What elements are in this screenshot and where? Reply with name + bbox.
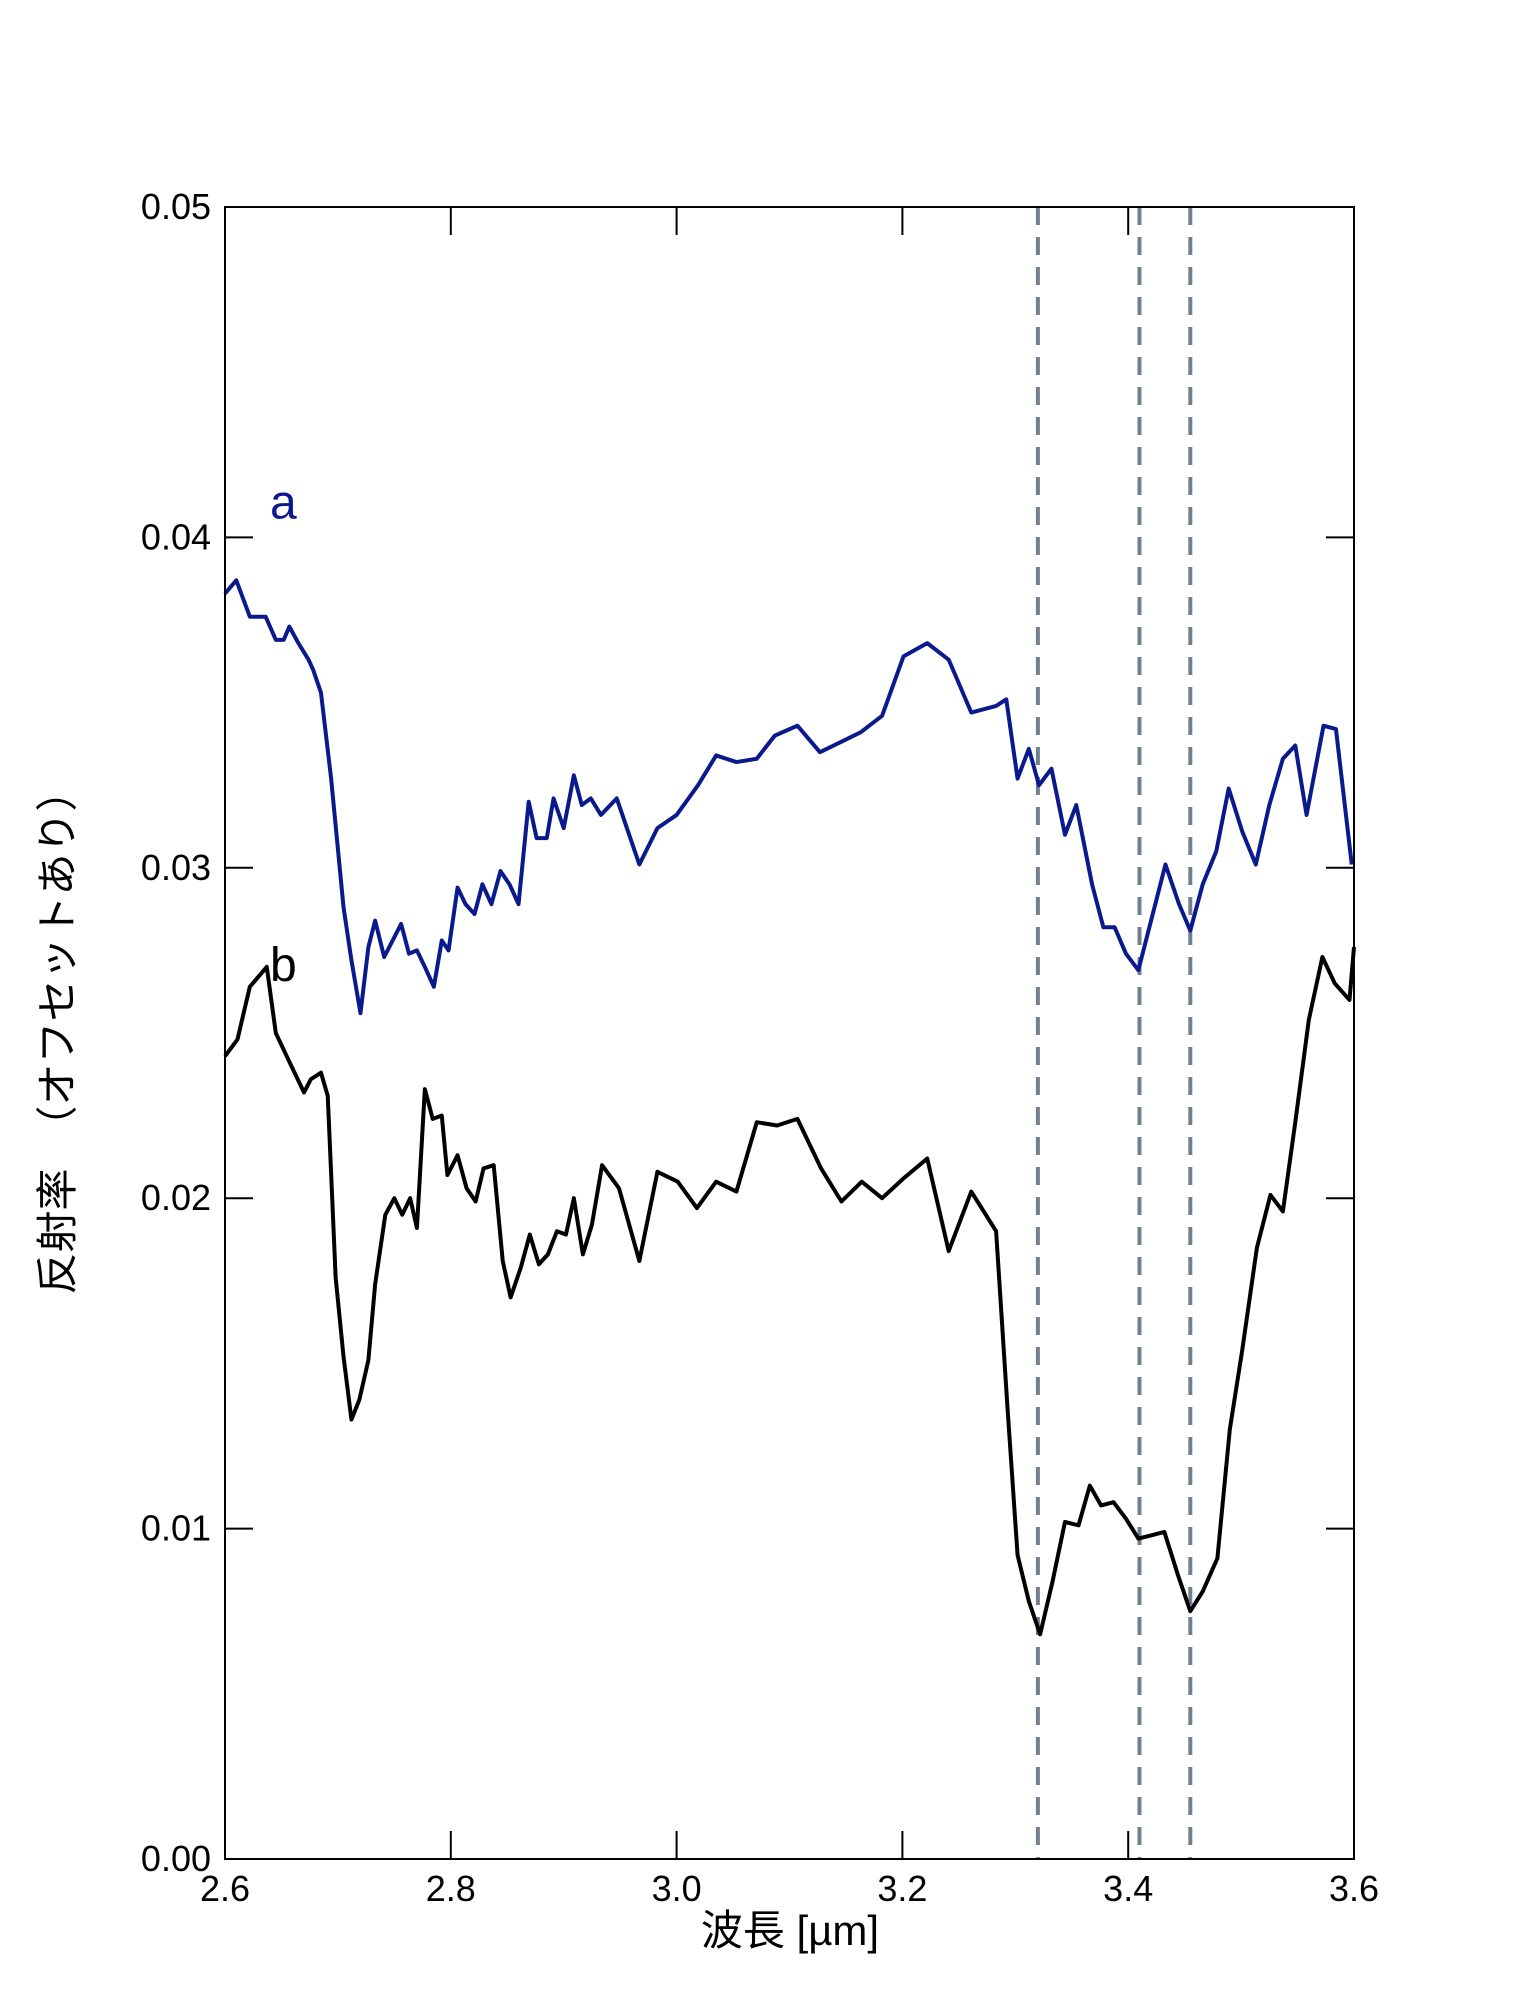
series-line [223, 946, 1356, 1637]
y-tick-label: 0.05 [141, 186, 211, 227]
x-axis-label: 波長 [µm] [701, 1907, 879, 1954]
series-label: a [270, 477, 297, 530]
y-axis-label: 反射率 （オフセットあり） [34, 769, 81, 1294]
x-tick-label: 3.6 [1329, 1868, 1379, 1909]
y-tick-label: 0.04 [141, 516, 211, 557]
x-tick-label: 3.2 [877, 1868, 927, 1909]
plot-frame [224, 206, 1355, 1860]
x-tick-label: 3.4 [1103, 1868, 1153, 1909]
y-tick-label: 0.03 [141, 847, 211, 888]
x-tick-label: 2.8 [426, 1868, 476, 1909]
y-tick-label: 0.02 [141, 1177, 211, 1218]
x-tick-label: 3.0 [652, 1868, 702, 1909]
x-tick-label: 2.6 [200, 1868, 250, 1909]
series-line [223, 578, 1354, 1016]
y-tick-label: 0.01 [141, 1508, 211, 1549]
series-label: b [270, 939, 297, 992]
y-tick-label: 0.00 [141, 1838, 211, 1879]
